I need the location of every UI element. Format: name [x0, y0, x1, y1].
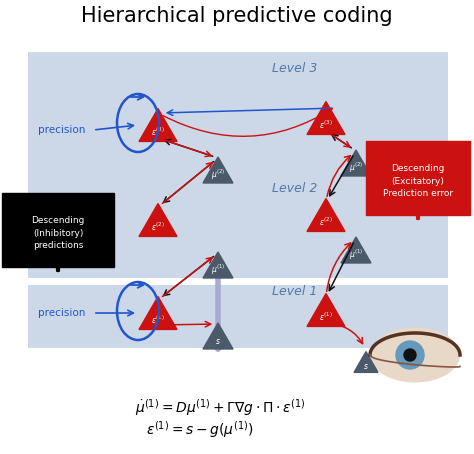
Polygon shape	[203, 157, 233, 183]
Polygon shape	[203, 323, 233, 349]
Polygon shape	[307, 102, 345, 134]
Text: $\varepsilon^{(2)}$: $\varepsilon^{(2)}$	[151, 220, 165, 233]
Circle shape	[404, 349, 416, 361]
Text: $\mu^{(1)}$: $\mu^{(1)}$	[349, 248, 363, 262]
Text: precision: precision	[38, 125, 86, 135]
Text: Level 1: Level 1	[272, 285, 318, 298]
Polygon shape	[139, 203, 177, 237]
FancyBboxPatch shape	[366, 141, 470, 215]
Text: $\mu^{(1)}$: $\mu^{(1)}$	[211, 263, 225, 277]
Polygon shape	[203, 252, 233, 278]
Text: Descending
(Inhibitory)
predictions: Descending (Inhibitory) predictions	[31, 216, 85, 250]
Text: Level 3: Level 3	[272, 62, 318, 75]
Text: $\varepsilon^{(2)}$: $\varepsilon^{(2)}$	[319, 215, 333, 228]
Polygon shape	[307, 198, 345, 232]
Polygon shape	[354, 351, 378, 372]
Text: precision: precision	[38, 308, 86, 318]
FancyBboxPatch shape	[28, 285, 448, 348]
Text: $\varepsilon^{(1)}$: $\varepsilon^{(1)}$	[151, 313, 165, 326]
Text: $s$: $s$	[363, 362, 369, 370]
Text: $s$: $s$	[215, 337, 221, 345]
Polygon shape	[139, 109, 177, 142]
Circle shape	[396, 341, 424, 369]
Text: $\varepsilon^{(3)}$: $\varepsilon^{(3)}$	[151, 125, 165, 138]
Text: Descending
(Excitatory)
Prediction error: Descending (Excitatory) Prediction error	[383, 164, 453, 198]
FancyBboxPatch shape	[2, 193, 114, 267]
Polygon shape	[341, 237, 371, 263]
Text: Hierarchical predictive coding: Hierarchical predictive coding	[81, 6, 393, 26]
Text: $\dot{\mu}^{(1)} = D\mu^{(1)} + \Gamma\nabla g \cdot \Pi \cdot \varepsilon^{(1)}: $\dot{\mu}^{(1)} = D\mu^{(1)} + \Gamma\n…	[135, 398, 305, 419]
Text: $\varepsilon^{(3)}$: $\varepsilon^{(3)}$	[319, 118, 333, 131]
Text: $\varepsilon^{(1)} = s - g(\mu^{(1)})$: $\varepsilon^{(1)} = s - g(\mu^{(1)})$	[146, 419, 254, 440]
Text: $\varepsilon^{(1)}$: $\varepsilon^{(1)}$	[319, 311, 333, 323]
Ellipse shape	[370, 327, 460, 383]
Text: Level 2: Level 2	[272, 182, 318, 195]
Text: $\mu^{(2)}$: $\mu^{(2)}$	[349, 161, 363, 175]
Polygon shape	[139, 296, 177, 330]
Polygon shape	[341, 150, 371, 176]
Polygon shape	[307, 294, 345, 326]
Text: $\mu^{(2)}$: $\mu^{(2)}$	[211, 168, 225, 183]
FancyBboxPatch shape	[28, 52, 448, 278]
